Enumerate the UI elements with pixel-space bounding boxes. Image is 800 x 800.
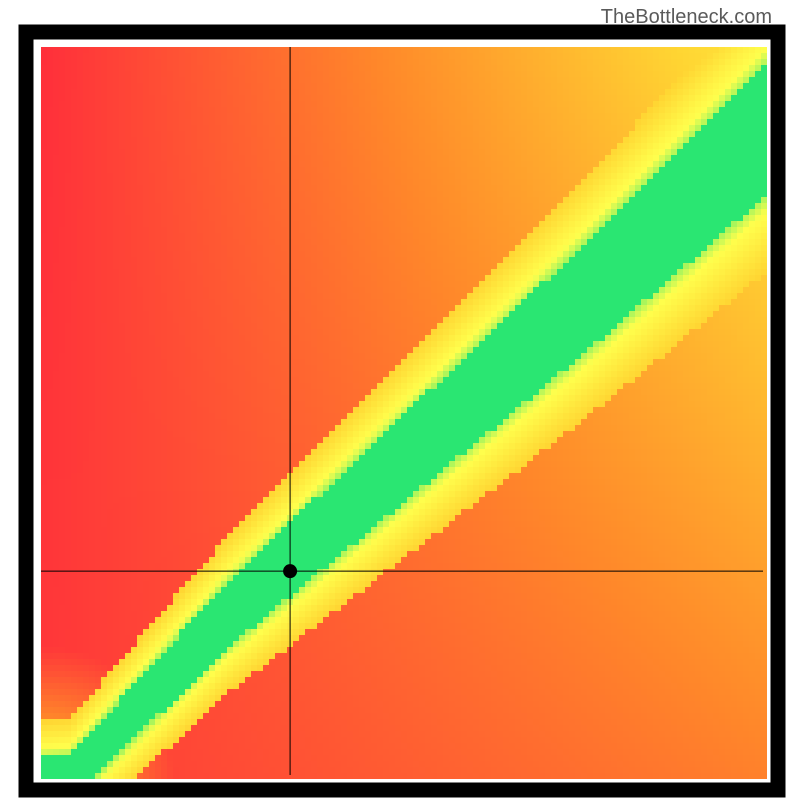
heatmap-chart [0,0,800,800]
chart-container: TheBottleneck.com [0,0,800,800]
watermark-text: TheBottleneck.com [601,6,772,29]
